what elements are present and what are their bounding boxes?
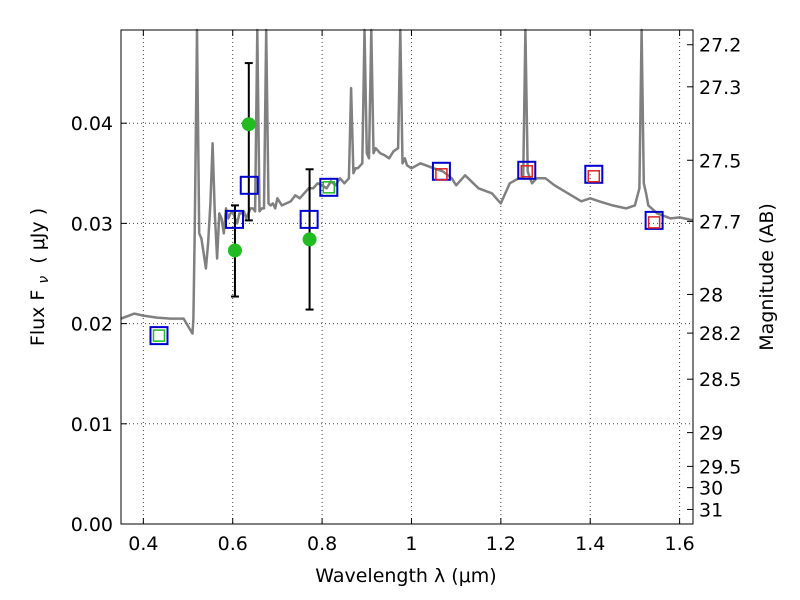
- photometry-markers: [149, 117, 664, 346]
- model-flux-square: [299, 209, 319, 229]
- measured-flux-point: [241, 117, 256, 132]
- x-tick-label: 1.4: [575, 533, 605, 555]
- y-axis-label-unit: ( μJy ): [27, 208, 49, 264]
- mag-tick-label: 29: [699, 423, 723, 445]
- grid-lines: [121, 30, 693, 525]
- mag-tick-label: 29.5: [699, 456, 741, 478]
- model-flux-square: [225, 209, 245, 229]
- spectrum-line: [120, 28, 694, 335]
- y-tick-label: 0.02: [71, 314, 113, 336]
- mag-tick-label: 27.7: [699, 211, 741, 233]
- band-flux-square: [647, 216, 661, 229]
- model-flux-square: [517, 160, 537, 180]
- mag-tick-label: 27.5: [699, 150, 741, 172]
- model-flux-square: [584, 164, 604, 184]
- x-tick-label: 1: [405, 533, 417, 555]
- mag-tick-label: 27.2: [699, 35, 741, 57]
- band-flux-square: [520, 165, 534, 178]
- model-flux-square: [149, 326, 169, 346]
- x-tick-label: 0.6: [218, 533, 248, 555]
- mag-tick-label: 27.3: [699, 77, 741, 99]
- y-tick-label: 0.04: [71, 113, 113, 135]
- x-axis-label: Wavelength λ (μm): [315, 565, 496, 587]
- model-flux-square: [319, 177, 339, 197]
- model-flux-square: [239, 175, 259, 195]
- x-tick-label: 1.6: [664, 533, 694, 555]
- mag-tick-label: 28: [699, 284, 723, 306]
- y-axis-label-main: Flux F: [27, 290, 49, 346]
- error-bars: [230, 62, 314, 311]
- y-axis-label-subscript: ν: [36, 276, 52, 284]
- model-spectrum: [120, 28, 694, 335]
- axis-ticks: 0.4 0.6 0.8 1 1.2 1.4 1.6 0.00 0.01 0.02 0.03 0.04 2…: [71, 30, 741, 555]
- model-flux-square: [644, 210, 664, 230]
- band-flux-square: [152, 329, 166, 342]
- y2-axis-label: Magnitude (AB): [756, 203, 778, 351]
- measured-flux-point: [302, 232, 317, 247]
- x-tick-label: 0.8: [307, 533, 337, 555]
- plot-frame: [120, 29, 694, 525]
- x-tick-label: 1.2: [486, 533, 516, 555]
- mag-tick-label: 28.5: [699, 369, 741, 391]
- mag-tick-label: 30: [699, 478, 723, 500]
- y-tick-label: 0.01: [71, 414, 113, 436]
- x-tick-label: 0.4: [128, 533, 158, 555]
- mag-tick-label: 31: [699, 499, 723, 521]
- y-axis-label: Flux F ν ( μJy ): [27, 208, 53, 346]
- measured-flux-point: [227, 243, 242, 258]
- y-tick-label: 0.03: [71, 213, 113, 235]
- mag-tick-label: 28.2: [699, 323, 741, 345]
- band-flux-square: [322, 181, 336, 194]
- band-flux-square: [587, 170, 601, 183]
- band-flux-square: [435, 168, 448, 181]
- y-tick-label: 0.00: [71, 514, 113, 536]
